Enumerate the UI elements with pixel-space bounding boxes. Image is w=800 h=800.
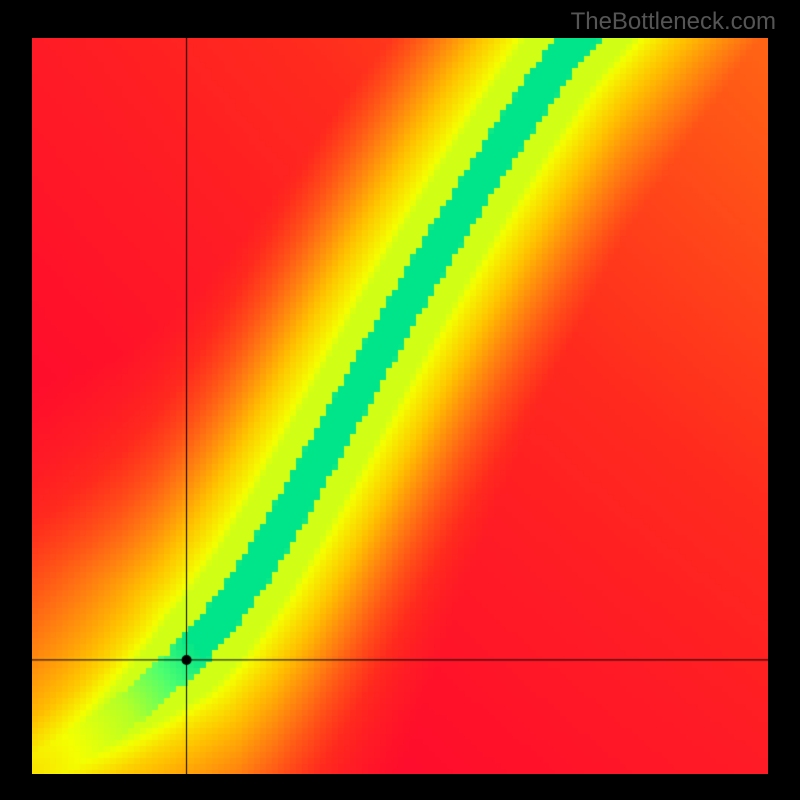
heatmap-canvas [32, 38, 768, 774]
bottleneck-heatmap [32, 38, 768, 774]
watermark-text: TheBottleneck.com [571, 8, 776, 36]
